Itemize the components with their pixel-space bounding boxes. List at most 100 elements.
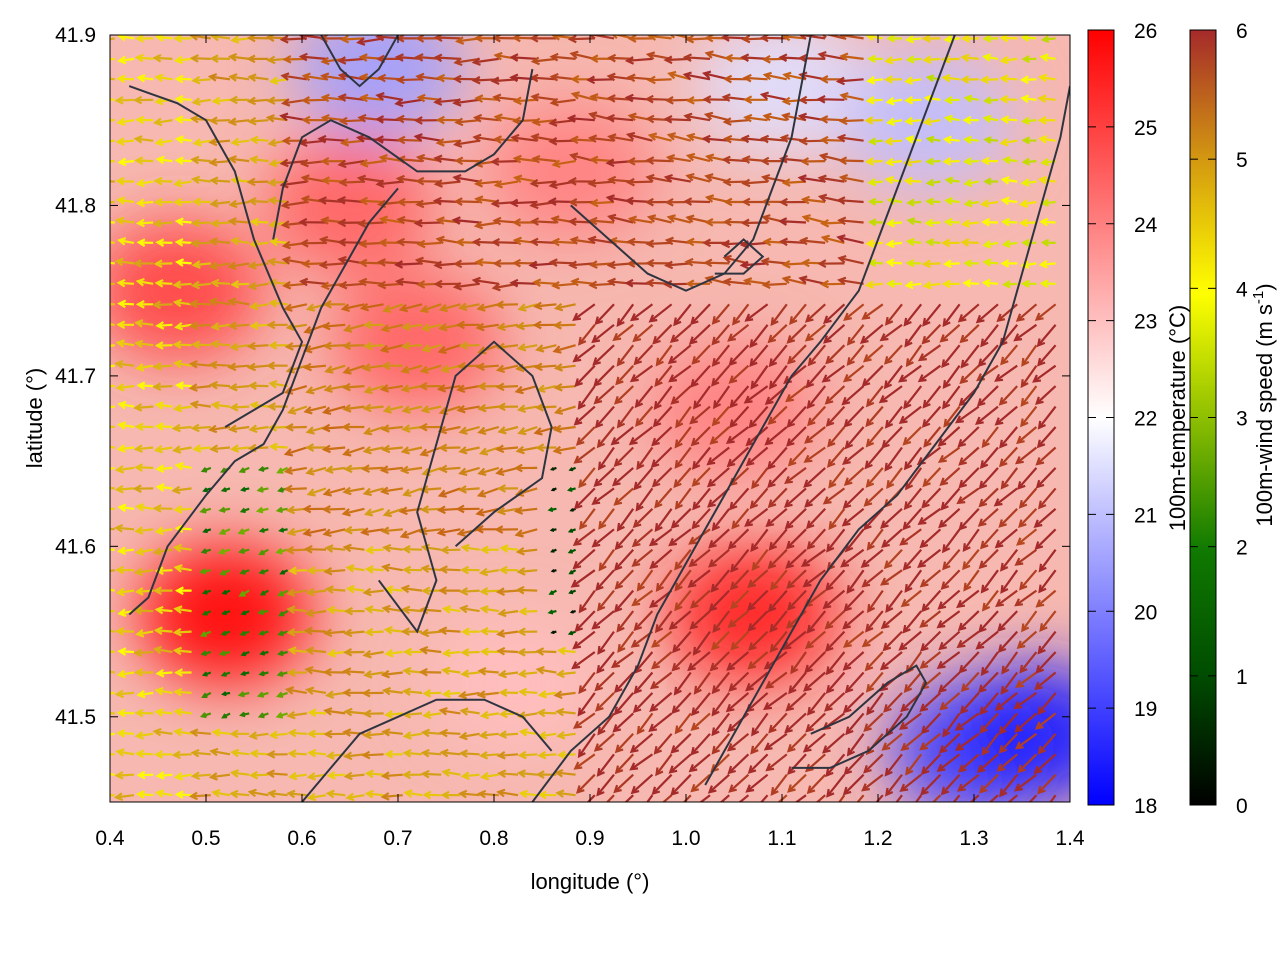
wind-vector [865,35,883,41]
wind-vector [1019,651,1038,674]
wind-vector [437,487,461,498]
wind-vector [794,794,807,802]
wind-vector [745,671,769,692]
wind-vector [380,669,403,679]
wind-vector [555,789,576,798]
wind-vector [240,670,250,677]
wind-vector [110,98,115,101]
wind-vector [804,323,826,342]
wind-vector [248,424,269,434]
wind-vector [535,344,557,353]
terrain-contour [570,35,812,292]
wind-vector [284,423,307,432]
wind-vector [805,364,827,389]
wind-vector [173,178,192,188]
wind-vector [342,341,365,351]
wind-vector [518,607,538,616]
wind-vector [115,748,135,757]
wind-vector [433,97,461,106]
wind-vector [479,586,499,596]
wind-vector [667,70,692,81]
wind-vector [806,528,827,550]
wind-vector [919,651,942,669]
wind-vector [136,238,154,247]
wind-vector [286,710,307,720]
wind-vector [211,728,231,737]
wind-vector [550,548,557,553]
wind-vector [586,75,615,85]
wind-vector [769,569,788,591]
wind-vector [191,75,211,85]
wind-vector [380,792,403,801]
wind-vector [343,707,365,717]
wind-vector [861,630,884,648]
wind-vector [516,627,538,637]
wind-vector [478,730,499,740]
wind-vector [360,527,384,536]
wind-vector [116,320,135,330]
wind-vector [1000,176,1018,185]
wind-vector [287,405,308,415]
wind-vector [133,444,154,453]
wind-vector [768,344,788,368]
wind-vector [286,527,308,537]
wind-vector [364,789,384,799]
wind-vector [277,650,288,657]
wind-vector [283,466,307,475]
wind-vector [976,385,999,407]
wind-vector [709,651,730,672]
wind-vector [940,773,961,796]
wind-vector [1037,405,1057,430]
wind-vector [863,753,884,774]
wind-vector [110,486,115,490]
wind-vector [587,134,615,143]
wind-vector [133,95,154,105]
wind-vector [110,445,115,449]
wind-vector [902,610,923,634]
wind-vector [114,523,135,533]
wind-vector [110,405,115,409]
wind-label-superscript: -1 [1250,291,1267,304]
wind-vector [381,604,403,614]
wind-vector [1020,365,1038,389]
wind-vector [509,278,538,288]
wind-vector [345,584,365,594]
wind-vector [278,610,289,617]
wind-vector [496,506,519,516]
wind-vector [512,154,538,164]
wind-vector [172,359,192,369]
wind-vector [917,364,942,383]
wind-vector [219,569,231,576]
wind-vector [925,238,941,247]
wind-vector [1014,773,1038,792]
wind-vector [960,53,979,63]
x-tick-label: 0.9 [575,827,604,850]
wind-vector [326,605,346,615]
wind-vector [762,71,788,81]
wind-vector [1040,238,1056,247]
wind-vector [116,237,135,246]
wind-vector [866,692,884,716]
wind-vector [846,733,865,757]
wind-vector [577,692,596,717]
wind-vector [153,176,173,186]
wind-vector [402,770,423,780]
wind-vector [279,35,307,44]
wind-vector [188,791,211,801]
wind-vector [306,772,327,781]
wind-vector [221,589,231,595]
wind-vector [378,215,403,225]
wind-vector [304,608,327,618]
wind-vector [229,789,250,799]
wind-vector [647,132,672,142]
wind-vector [567,35,595,44]
wind-vector [921,324,942,345]
wind-vector [306,729,327,739]
wind-vector [785,610,807,629]
wind-vector [957,426,980,448]
wind-vector [1036,324,1057,348]
wind-vector [632,323,654,343]
wind-vector [962,157,979,166]
wind-vector [673,671,692,696]
wind-vector [661,794,673,802]
